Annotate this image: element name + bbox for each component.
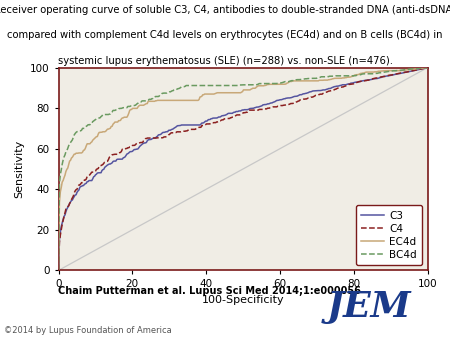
EC4d [202,92,207,96]
Line: BC4d: BC4d [58,68,428,270]
Text: systemic lupus erythematosus (SLE) (n=288) vs. non-SLE (n=476).: systemic lupus erythematosus (SLE) (n=28… [58,56,392,66]
BC4d [100,113,106,117]
C4 [425,66,430,70]
Line: C3: C3 [58,68,428,270]
Legend: C3, C4, EC4d, BC4d: C3, C4, EC4d, BC4d [356,206,422,265]
BC4d [322,75,328,79]
EC4d [322,78,328,82]
C4 [56,268,61,272]
BC4d [56,268,61,272]
C4 [176,130,181,134]
C3 [322,88,328,92]
Text: JEM: JEM [327,290,411,324]
Line: C4: C4 [58,68,428,270]
EC4d [288,79,293,83]
EC4d [56,268,61,272]
C4 [202,123,207,127]
C3 [202,120,207,124]
EC4d [176,98,181,102]
Text: ©2014 by Lupus Foundation of America: ©2014 by Lupus Foundation of America [4,325,172,335]
C4 [288,101,293,105]
C3 [100,168,106,172]
C4 [322,91,328,95]
C3 [56,268,61,272]
C3 [324,87,329,91]
C4 [324,90,329,94]
C3 [425,66,430,70]
C3 [288,96,293,100]
BC4d [288,79,293,83]
BC4d [425,66,430,70]
EC4d [425,66,430,70]
Text: Chaim Putterman et al. Lupus Sci Med 2014;1:e000056: Chaim Putterman et al. Lupus Sci Med 201… [58,286,361,296]
BC4d [176,87,181,91]
BC4d [324,75,329,79]
EC4d [324,78,329,82]
Text: Receiver operating curve of soluble C3, C4, antibodies to double-stranded DNA (a: Receiver operating curve of soluble C3, … [0,5,450,15]
EC4d [100,130,106,134]
C3 [176,124,181,128]
BC4d [202,83,207,88]
C4 [100,163,106,167]
Text: compared with complement C4d levels on erythrocytes (EC4d) and on B cells (BC4d): compared with complement C4d levels on e… [7,30,443,41]
Y-axis label: Sensitivity: Sensitivity [14,140,24,198]
X-axis label: 100-Specificity: 100-Specificity [202,295,284,305]
Line: EC4d: EC4d [58,68,428,270]
